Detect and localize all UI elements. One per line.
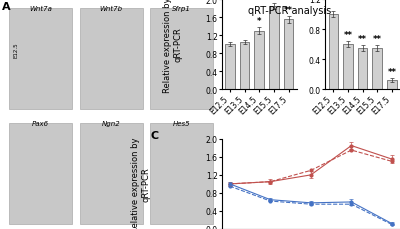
Text: Sfrp1: Sfrp1 xyxy=(172,6,191,12)
Bar xyxy=(387,81,396,90)
Text: **: ** xyxy=(358,34,367,44)
Text: *: * xyxy=(257,17,262,26)
FancyBboxPatch shape xyxy=(9,9,72,110)
Bar xyxy=(328,15,338,90)
Text: **: ** xyxy=(344,31,352,40)
Text: qRT-PCR analysis: qRT-PCR analysis xyxy=(248,6,332,16)
Bar xyxy=(358,49,367,90)
Text: C: C xyxy=(150,130,159,140)
FancyBboxPatch shape xyxy=(80,124,143,224)
Bar xyxy=(240,43,249,90)
FancyBboxPatch shape xyxy=(9,124,72,224)
Text: **: ** xyxy=(284,6,293,15)
Text: **: ** xyxy=(387,67,396,76)
Bar xyxy=(343,45,353,90)
Bar xyxy=(225,45,235,90)
FancyBboxPatch shape xyxy=(80,9,143,110)
Bar xyxy=(284,20,293,90)
FancyBboxPatch shape xyxy=(150,124,214,224)
Text: Hes5: Hes5 xyxy=(173,120,191,126)
Bar xyxy=(254,31,264,90)
Text: **: ** xyxy=(269,0,278,2)
Text: A: A xyxy=(2,2,11,12)
Text: **: ** xyxy=(373,34,382,44)
Text: Ngn2: Ngn2 xyxy=(102,120,120,126)
FancyBboxPatch shape xyxy=(150,9,214,110)
Bar xyxy=(269,7,279,90)
Text: Wnt7a: Wnt7a xyxy=(29,6,52,12)
Bar xyxy=(372,49,382,90)
Y-axis label: Relative expression by
qRT-PCR: Relative expression by qRT-PCR xyxy=(131,136,150,229)
Text: Wnt7b: Wnt7b xyxy=(100,6,123,12)
Y-axis label: Relative expression by
qRT-PCR: Relative expression by qRT-PCR xyxy=(164,0,183,93)
Text: E12.5: E12.5 xyxy=(13,43,18,58)
Text: Pax6: Pax6 xyxy=(32,120,49,126)
